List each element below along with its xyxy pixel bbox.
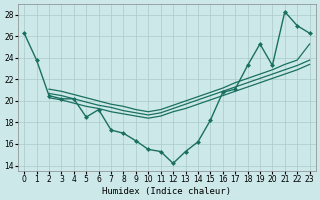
X-axis label: Humidex (Indice chaleur): Humidex (Indice chaleur) [102,187,231,196]
